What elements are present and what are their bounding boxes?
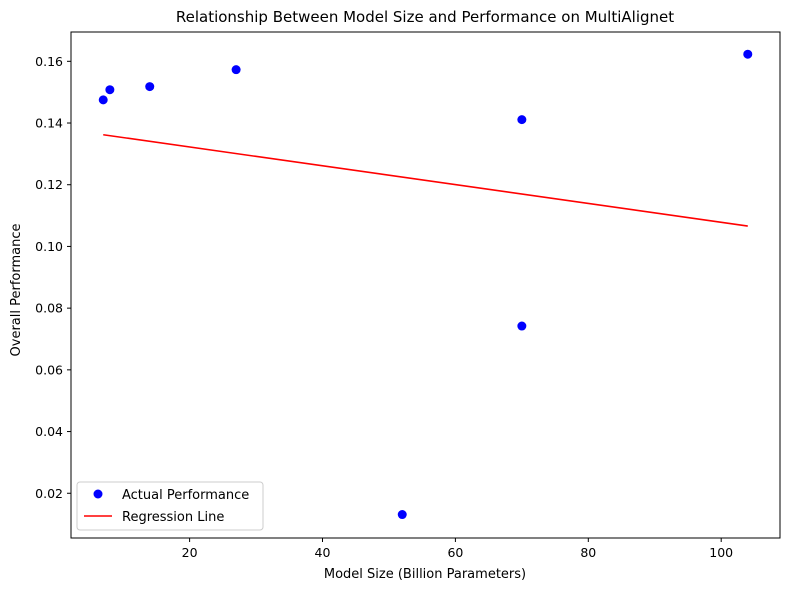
x-tick-label: 60	[447, 545, 463, 560]
x-tick-label: 20	[182, 545, 198, 560]
plot-frame	[70, 31, 781, 539]
y-axis: 0.02 0.04 0.06 0.08 0.10 0.12 0.14 0.16	[35, 54, 71, 501]
chart-title: Relationship Between Model Size and Perf…	[176, 8, 674, 26]
y-axis-label: Overall Performance	[9, 224, 24, 357]
legend-label-actual-performance: Actual Performance	[122, 488, 249, 503]
x-axis: 20 40 60 80 100	[182, 538, 733, 560]
y-tick-label: 0.10	[35, 239, 63, 254]
data-point	[517, 115, 527, 125]
legend-marker-actual-performance	[93, 489, 103, 499]
y-tick-label: 0.08	[35, 301, 63, 316]
data-point	[517, 321, 527, 331]
data-point	[743, 49, 753, 59]
x-tick-label: 100	[709, 545, 733, 560]
data-point	[397, 510, 407, 520]
data-point	[145, 82, 155, 92]
x-tick-label: 40	[315, 545, 331, 560]
y-tick-label: 0.06	[35, 362, 63, 377]
y-tick-label: 0.12	[35, 177, 63, 192]
regression-line	[103, 133, 748, 227]
y-tick-label: 0.02	[35, 486, 63, 501]
data-point	[98, 95, 108, 105]
y-tick-label: 0.16	[35, 54, 63, 69]
y-tick-label: 0.04	[35, 424, 63, 439]
legend-label-regression-line: Regression Line	[122, 510, 224, 525]
plot-area	[70, 31, 781, 539]
data-point	[105, 85, 115, 95]
legend: Actual Performance Regression Line	[76, 481, 264, 531]
x-axis-label: Model Size (Billion Parameters)	[324, 567, 526, 582]
y-tick-label: 0.14	[35, 116, 63, 131]
legend-box	[76, 481, 264, 531]
data-point	[231, 65, 241, 75]
x-tick-label: 80	[580, 545, 596, 560]
data-marks	[98, 49, 753, 520]
